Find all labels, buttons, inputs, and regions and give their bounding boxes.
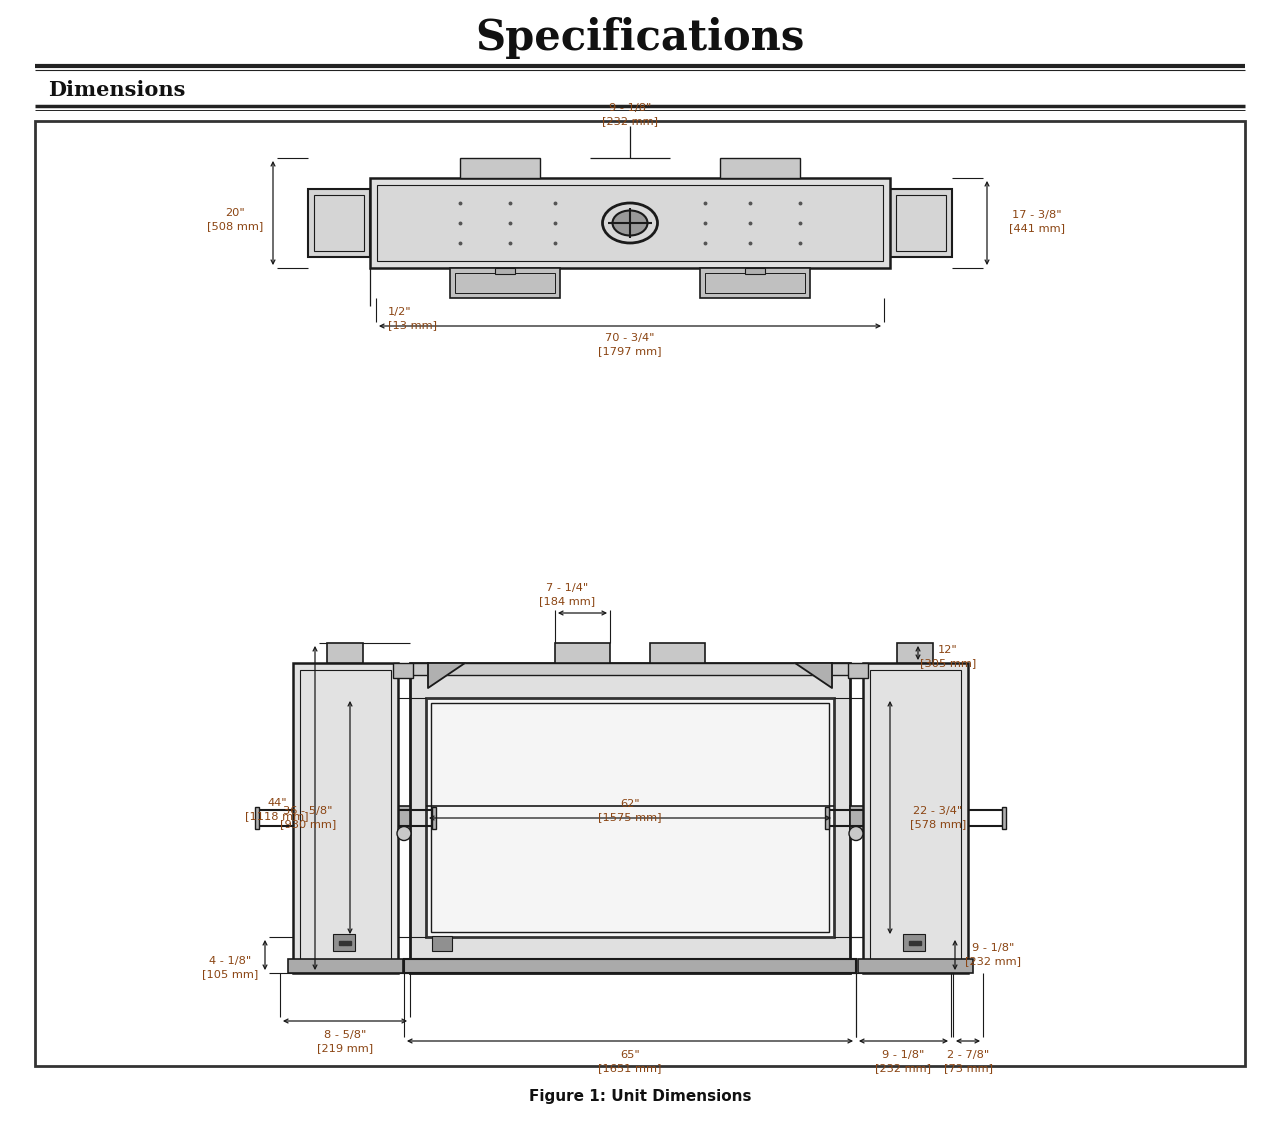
Text: 22 - 3/4": 22 - 3/4"	[914, 807, 963, 816]
Bar	[870, 670, 961, 966]
Text: 1/2": 1/2"	[388, 307, 412, 317]
Bar	[826, 807, 829, 829]
Text: 70 - 3/4": 70 - 3/4"	[605, 333, 655, 343]
Bar	[1002, 807, 1006, 829]
Text: [508 mm]: [508 mm]	[207, 221, 264, 231]
Bar	[326, 643, 364, 663]
Bar	[35, 121, 1245, 1066]
Bar	[719, 158, 800, 178]
Bar	[314, 195, 364, 252]
Text: [1651 mm]: [1651 mm]	[598, 1063, 662, 1073]
Text: [441 mm]: [441 mm]	[1009, 223, 1065, 233]
Text: 9 - 1/8": 9 - 1/8"	[882, 1050, 924, 1060]
Text: Specifications: Specifications	[475, 17, 805, 59]
Text: [105 mm]: [105 mm]	[202, 969, 259, 979]
Text: 65": 65"	[620, 1050, 640, 1060]
Bar	[431, 703, 829, 932]
Text: [578 mm]: [578 mm]	[910, 819, 966, 829]
Circle shape	[397, 827, 411, 840]
Circle shape	[849, 827, 863, 840]
Bar	[370, 178, 890, 268]
Text: 62": 62"	[621, 799, 640, 809]
Bar	[896, 195, 946, 252]
Bar	[378, 185, 883, 261]
Text: 44": 44"	[268, 797, 287, 808]
Text: [930 mm]: [930 mm]	[280, 819, 337, 829]
Bar	[293, 663, 398, 973]
Bar	[308, 190, 370, 257]
Text: 36 - 5/8": 36 - 5/8"	[283, 807, 333, 816]
Text: [219 mm]: [219 mm]	[317, 1043, 372, 1054]
Text: 12": 12"	[938, 645, 957, 655]
Text: [73 mm]: [73 mm]	[943, 1063, 992, 1073]
Text: Dimensions: Dimensions	[49, 80, 186, 100]
Bar	[700, 268, 810, 298]
Bar	[495, 268, 515, 274]
Text: [184 mm]: [184 mm]	[539, 596, 595, 606]
Text: [232 mm]: [232 mm]	[602, 116, 658, 126]
Bar	[393, 663, 413, 678]
Bar	[433, 936, 452, 951]
Text: 20": 20"	[225, 208, 244, 218]
Bar	[890, 190, 952, 257]
Bar	[460, 158, 540, 178]
Bar	[426, 698, 835, 937]
Text: [1118 mm]: [1118 mm]	[246, 811, 308, 821]
Text: [305 mm]: [305 mm]	[920, 658, 977, 668]
Bar	[300, 670, 390, 966]
Bar	[745, 268, 765, 274]
Bar	[705, 273, 805, 293]
Bar	[255, 807, 259, 829]
Bar	[850, 807, 868, 830]
Text: [232 mm]: [232 mm]	[876, 1063, 931, 1073]
Bar	[410, 663, 850, 973]
Text: 8 - 5/8": 8 - 5/8"	[324, 1030, 366, 1040]
Bar	[858, 959, 973, 973]
Bar	[902, 934, 925, 951]
Polygon shape	[428, 663, 465, 688]
Text: Figure 1: Unit Dimensions: Figure 1: Unit Dimensions	[529, 1089, 751, 1103]
Text: [1575 mm]: [1575 mm]	[598, 812, 662, 822]
Bar	[451, 268, 561, 298]
Text: [232 mm]: [232 mm]	[965, 957, 1021, 966]
Text: 9 - 1/8": 9 - 1/8"	[609, 103, 652, 113]
Text: 7 - 1/4": 7 - 1/4"	[545, 583, 588, 593]
Bar	[288, 959, 403, 973]
Polygon shape	[795, 663, 832, 688]
Bar	[404, 959, 856, 973]
Text: 17 - 3/8": 17 - 3/8"	[1012, 210, 1062, 220]
Text: 9 - 1/8": 9 - 1/8"	[972, 943, 1014, 953]
Bar	[333, 934, 355, 951]
Text: 2 - 7/8": 2 - 7/8"	[947, 1050, 989, 1060]
Bar	[392, 807, 410, 830]
Bar	[454, 273, 556, 293]
Text: [1797 mm]: [1797 mm]	[598, 346, 662, 356]
Bar	[650, 643, 705, 663]
Bar	[863, 663, 968, 973]
Bar	[897, 643, 933, 663]
Text: [13 mm]: [13 mm]	[388, 320, 436, 331]
Bar	[556, 643, 611, 663]
Bar	[410, 663, 850, 675]
Bar	[433, 807, 436, 829]
Ellipse shape	[613, 211, 648, 236]
Bar	[849, 663, 868, 678]
Text: 4 - 1/8": 4 - 1/8"	[209, 957, 251, 966]
